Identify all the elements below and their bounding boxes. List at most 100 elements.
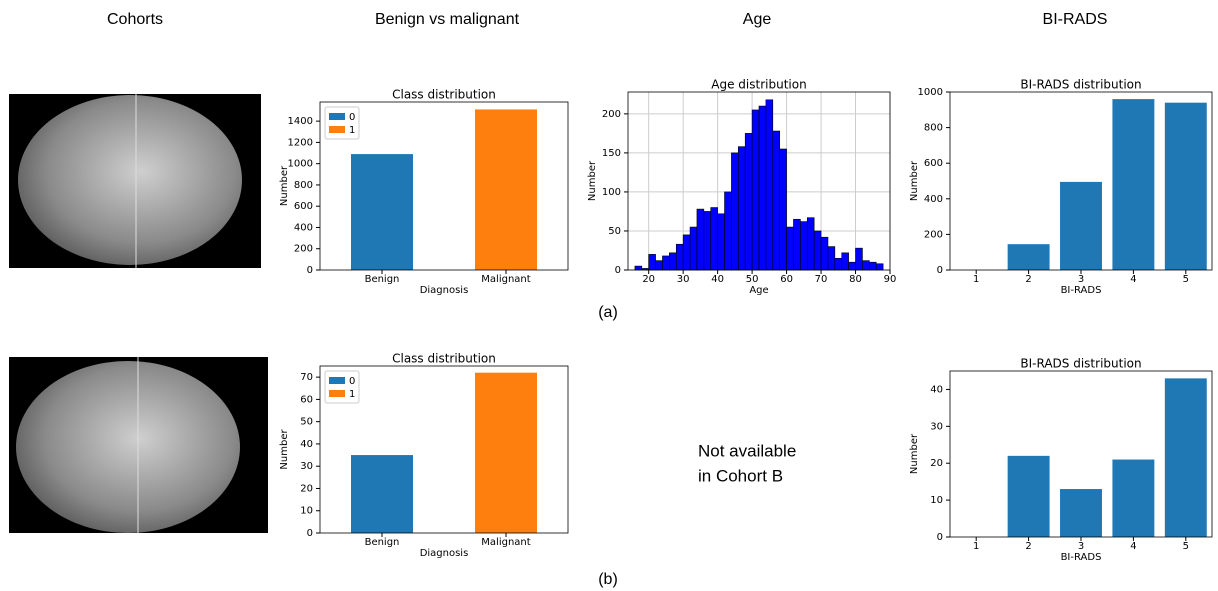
x-tick-label: Benign	[365, 537, 400, 548]
y-tick-label: 200	[602, 109, 621, 120]
x-axis-label: BI-RADS	[1061, 552, 1102, 563]
histogram-bar	[662, 256, 669, 270]
y-tick-label: 1000	[918, 87, 943, 98]
histogram-bar	[745, 133, 752, 270]
y-tick-label: 0	[307, 265, 313, 276]
bar	[1165, 378, 1207, 537]
histogram-bar	[780, 149, 787, 270]
y-tick-label: 0	[307, 528, 313, 539]
x-axis-label: Diagnosis	[420, 548, 469, 559]
histogram-bar	[718, 214, 725, 270]
column-header: Benign vs malignant	[375, 11, 520, 28]
histogram-bar	[766, 100, 773, 270]
x-tick-label: Malignant	[481, 274, 530, 285]
histogram-bar	[656, 261, 663, 270]
histogram-bar	[773, 131, 780, 270]
histogram-bar	[738, 147, 745, 270]
column-header: Cohorts	[107, 11, 163, 28]
y-tick-label: 0	[937, 532, 943, 543]
column-header: Age	[743, 11, 772, 28]
legend-label: 0	[349, 112, 355, 123]
y-tick-label: 10	[930, 495, 943, 506]
x-tick-label: 50	[746, 274, 759, 285]
y-tick-label: 60	[300, 394, 313, 405]
histogram-bar	[807, 218, 814, 270]
row-label: (b)	[598, 571, 618, 588]
y-tick-label: 100	[602, 187, 621, 198]
histogram-bar	[876, 264, 883, 270]
bar	[1060, 182, 1102, 270]
y-tick-label: 30	[930, 421, 943, 432]
x-tick-label: 20	[642, 274, 655, 285]
y-axis-label: Number	[279, 165, 290, 206]
histogram-bar	[669, 253, 676, 270]
histogram-bar	[731, 153, 738, 270]
legend-label: 1	[349, 125, 355, 136]
histogram-bar	[635, 266, 642, 270]
y-tick-label: 400	[294, 222, 313, 233]
histogram-bar	[814, 231, 821, 270]
chart-title: BI-RADS distribution	[1020, 78, 1141, 92]
x-tick-label: Malignant	[481, 537, 530, 548]
bar	[351, 154, 413, 270]
y-tick-label: 40	[930, 384, 943, 395]
x-tick-label: 70	[815, 274, 828, 285]
y-tick-label: 20	[300, 483, 313, 494]
histogram-bar	[690, 227, 697, 270]
legend-swatch	[329, 113, 345, 120]
histogram-bar	[787, 227, 794, 270]
y-axis-label: Number	[909, 160, 920, 201]
y-tick-label: 20	[930, 458, 943, 469]
y-tick-label: 10	[300, 506, 313, 517]
histogram-bar	[800, 222, 807, 270]
histogram-bar	[842, 253, 849, 270]
x-tick-label: 2	[1025, 541, 1031, 552]
histogram-bar	[821, 237, 828, 270]
x-tick-label: Benign	[365, 274, 400, 285]
y-tick-label: 800	[924, 123, 943, 134]
bar	[1112, 460, 1154, 537]
y-tick-label: 40	[300, 439, 313, 450]
y-tick-label: 600	[294, 201, 313, 212]
y-tick-label: 800	[294, 180, 313, 191]
histogram-bar	[697, 209, 704, 270]
histogram-bar	[849, 262, 856, 270]
y-tick-label: 400	[924, 194, 943, 205]
bar	[1008, 244, 1050, 270]
chart-title: Class distribution	[392, 88, 496, 102]
x-tick-label: 4	[1130, 274, 1136, 285]
y-tick-label: 70	[300, 372, 313, 383]
column-header: BI-RADS	[1043, 11, 1108, 28]
x-tick-label: 40	[711, 274, 724, 285]
bar	[475, 373, 537, 533]
y-axis-label: Number	[909, 433, 920, 474]
legend-swatch	[329, 377, 345, 384]
y-tick-label: 50	[300, 417, 313, 428]
histogram-bar	[869, 262, 876, 270]
note: in Cohort B	[698, 466, 783, 485]
x-axis-label: BI-RADS	[1061, 285, 1102, 296]
x-tick-label: 5	[1183, 274, 1189, 285]
y-tick-label: 1000	[288, 159, 313, 170]
figure: Cohorts Benign vs malignant Age BI-RADS …	[0, 0, 1218, 591]
chart-title: Age distribution	[711, 78, 806, 92]
x-tick-label: 2	[1025, 274, 1031, 285]
bar	[1060, 489, 1102, 537]
bar	[1112, 99, 1154, 270]
x-tick-label: 1	[973, 541, 979, 552]
note: Not available	[698, 441, 796, 460]
y-tick-label: 600	[924, 158, 943, 169]
bar	[1165, 103, 1207, 270]
histogram-bar	[683, 235, 690, 270]
y-tick-label: 200	[294, 244, 313, 255]
histogram-bar	[759, 106, 766, 270]
histogram-bar	[752, 110, 759, 270]
x-tick-label: 1	[973, 274, 979, 285]
y-tick-label: 0	[615, 265, 621, 276]
histogram-bar	[704, 211, 711, 270]
histogram-bar	[711, 208, 718, 270]
x-tick-label: 30	[677, 274, 690, 285]
histogram-bar	[828, 247, 835, 270]
histogram-bar	[862, 261, 869, 270]
histogram-bar	[649, 254, 656, 270]
